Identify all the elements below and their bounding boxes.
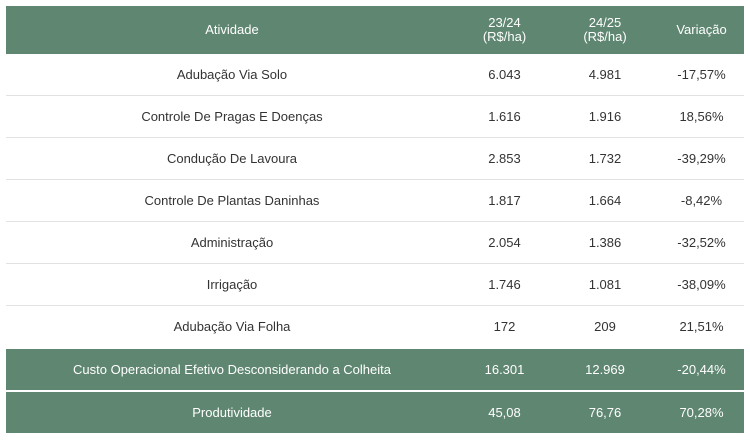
cell-2324: 1.616 (458, 95, 551, 138)
total-row-custo-operacional: Custo Operacional Efetivo Desconsiderand… (6, 347, 744, 391)
cell-2324: 6.043 (458, 54, 551, 96)
table-totals: Custo Operacional Efetivo Desconsiderand… (6, 347, 744, 433)
cost-table-container: Atividade 23/24 (R$/ha) 24/25 (R$/ha) Va… (6, 6, 744, 433)
header-2425-unit: (R$/ha) (583, 29, 627, 44)
cell-2425: 4.981 (551, 54, 659, 96)
cell-2324: 2.054 (458, 221, 551, 264)
cell-2425: 1.081 (551, 263, 659, 306)
cell-2425: 1.732 (551, 137, 659, 180)
table-body: Adubação Via Solo 6.043 4.981 -17,57% Co… (6, 54, 744, 349)
cell-atividade: Irrigação (6, 263, 458, 306)
table-row: Adubação Via Folha 172 209 21,51% (6, 305, 744, 349)
cell-atividade: Condução De Lavoura (6, 137, 458, 180)
total-row-produtividade: Produtividade 45,08 76,76 70,28% (6, 390, 744, 433)
header-2324-unit: (R$/ha) (482, 29, 527, 44)
table-row: Adubação Via Solo 6.043 4.981 -17,57% (6, 54, 744, 96)
header-2425: 24/25 (R$/ha) (551, 6, 659, 54)
table-header: Atividade 23/24 (R$/ha) 24/25 (R$/ha) Va… (6, 6, 744, 54)
cell-2324: 45,08 (458, 390, 551, 433)
table-row: Administração 2.054 1.386 -32,52% (6, 221, 744, 264)
table-row: Controle De Plantas Daninhas 1.817 1.664… (6, 179, 744, 222)
cost-table: Atividade 23/24 (R$/ha) 24/25 (R$/ha) Va… (6, 6, 744, 433)
cell-variacao: -32,52% (659, 221, 744, 264)
cell-variacao: -38,09% (659, 263, 744, 306)
cell-atividade: Produtividade (6, 390, 458, 433)
cell-variacao: 21,51% (659, 305, 744, 349)
header-row: Atividade 23/24 (R$/ha) 24/25 (R$/ha) Va… (6, 6, 744, 54)
cell-variacao: 18,56% (659, 95, 744, 138)
cell-2324: 2.853 (458, 137, 551, 180)
cell-2324: 1.746 (458, 263, 551, 306)
cell-2425: 1.664 (551, 179, 659, 222)
cell-atividade: Controle De Plantas Daninhas (6, 179, 458, 222)
table-row: Irrigação 1.746 1.081 -38,09% (6, 263, 744, 306)
cell-2425: 76,76 (551, 390, 659, 433)
table-row: Controle De Pragas E Doenças 1.616 1.916… (6, 95, 744, 138)
cell-2324: 1.817 (458, 179, 551, 222)
cell-atividade: Controle De Pragas E Doenças (6, 95, 458, 138)
header-2324-season: 23/24 (488, 15, 521, 30)
header-2425-season: 24/25 (588, 15, 622, 30)
cell-variacao: -39,29% (659, 137, 744, 180)
header-2324: 23/24 (R$/ha) (458, 6, 551, 54)
header-variacao: Variação (659, 6, 744, 54)
cell-variacao: -8,42% (659, 179, 744, 222)
cell-atividade: Adubação Via Solo (6, 54, 458, 96)
cell-variacao: -17,57% (659, 54, 744, 96)
cell-2425: 1.386 (551, 221, 659, 264)
header-atividade: Atividade (6, 6, 458, 54)
cell-atividade: Custo Operacional Efetivo Desconsiderand… (6, 347, 458, 391)
cell-variacao: -20,44% (659, 347, 744, 391)
table-row: Condução De Lavoura 2.853 1.732 -39,29% (6, 137, 744, 180)
cell-2425: 1.916 (551, 95, 659, 138)
cell-2425: 12.969 (551, 347, 659, 391)
cell-variacao: 70,28% (659, 390, 744, 433)
cell-2425: 209 (551, 305, 659, 349)
cell-atividade: Adubação Via Folha (6, 305, 458, 349)
cell-2324: 172 (458, 305, 551, 349)
cell-2324: 16.301 (458, 347, 551, 391)
cell-atividade: Administração (6, 221, 458, 264)
